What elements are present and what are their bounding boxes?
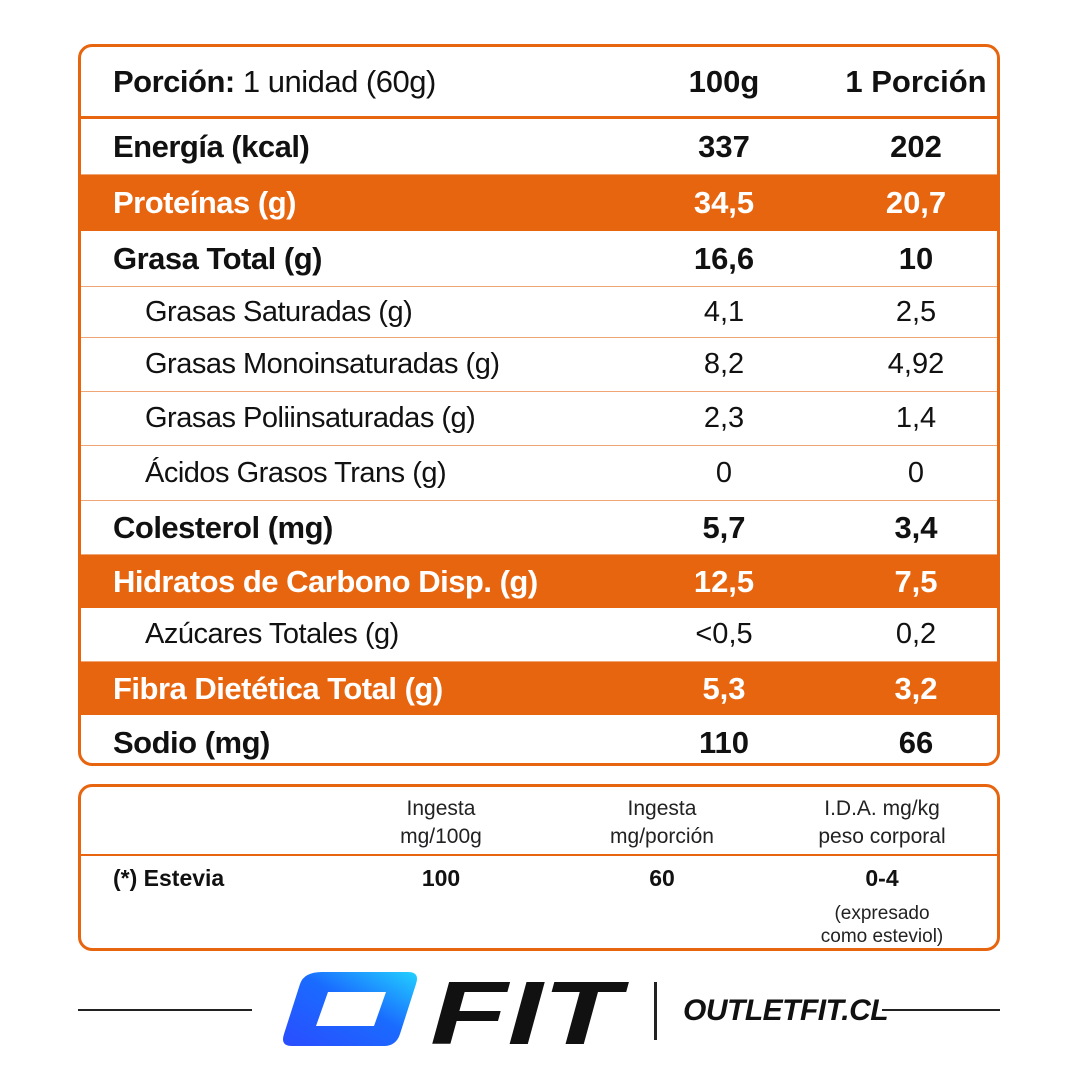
value-per-100g: 2,3 bbox=[703, 402, 745, 434]
table-header: Porción: 1 unidad (60g) 100g 1 Porción bbox=[81, 47, 997, 119]
table-row: Ácidos Grasos Trans (g) 0 0 bbox=[81, 446, 997, 501]
value-per-portion: 7,5 bbox=[894, 563, 938, 599]
table-row: Grasas Monoinsaturadas (g) 8,2 4,92 bbox=[81, 338, 997, 392]
value-per-100g: 5,3 bbox=[702, 670, 746, 706]
nutrient-label: Energía (kcal) bbox=[113, 128, 310, 164]
header-per-100g: 100g bbox=[688, 63, 760, 99]
nutrient-label: Grasas Poliinsaturadas (g) bbox=[145, 402, 476, 434]
value-per-portion: 10 bbox=[898, 240, 934, 276]
table-row: Proteínas (g) 34,5 20,7 bbox=[81, 175, 997, 231]
value-per-100g: 337 bbox=[698, 128, 750, 164]
header-intake-100g: Ingesta mg/100g bbox=[400, 797, 482, 848]
nutrient-label: Hidratos de Carbono Disp. (g) bbox=[113, 563, 538, 599]
table-row: Azúcares Totales (g) <0,5 0,2 bbox=[81, 608, 997, 662]
stevia-ida: 0-4 bbox=[865, 865, 899, 891]
value-per-100g: 8,2 bbox=[703, 348, 745, 380]
stevia-100g: 100 bbox=[421, 865, 461, 891]
serving-label: Porción: 1 unidad (60g) bbox=[113, 63, 436, 99]
value-per-portion: 2,5 bbox=[895, 295, 937, 328]
table-row: Colesterol (mg) 5,7 3,4 bbox=[81, 501, 997, 555]
header-per-portion: 1 Porción bbox=[845, 63, 987, 99]
value-per-portion: 3,4 bbox=[894, 509, 938, 545]
nutrient-label: Sodio (mg) bbox=[113, 725, 270, 760]
nutrient-label: Ácidos Grasos Trans (g) bbox=[145, 456, 447, 489]
ofit-logo: FIT bbox=[283, 968, 630, 1050]
value-per-100g: 4,1 bbox=[703, 295, 745, 328]
sweetener-table: Ingesta mg/100g Ingesta mg/porción I.D.A. … bbox=[78, 784, 1000, 951]
table-row: Energía (kcal) 337 202 bbox=[81, 119, 997, 175]
value-per-portion: 3,2 bbox=[894, 670, 938, 706]
footer-separator bbox=[654, 982, 657, 1040]
o-mark-icon bbox=[283, 972, 417, 1046]
table-row: Fibra Dietética Total (g) 5,3 3,2 bbox=[81, 662, 997, 715]
value-per-portion: 0 bbox=[907, 456, 925, 489]
footer-line-right bbox=[882, 1009, 1000, 1011]
value-per-100g: 5,7 bbox=[702, 509, 746, 545]
footer-line-left bbox=[78, 1009, 252, 1011]
value-per-100g: <0,5 bbox=[695, 618, 753, 650]
value-per-100g: 0 bbox=[715, 456, 733, 489]
value-per-portion: 1,4 bbox=[895, 402, 937, 434]
table-row: Hidratos de Carbono Disp. (g) 12,5 7,5 bbox=[81, 555, 997, 608]
header-ida: I.D.A. mg/kg peso corporal bbox=[818, 797, 946, 848]
divider bbox=[81, 854, 997, 856]
table-row: Grasa Total (g) 16,6 10 bbox=[81, 231, 997, 287]
stevia-label: (*) Estevia bbox=[113, 865, 225, 891]
header-intake-portion: Ingesta mg/porción bbox=[610, 797, 714, 848]
value-per-portion: 4,92 bbox=[887, 348, 945, 380]
nutrition-table: Porción: 1 unidad (60g) 100g 1 Porción E… bbox=[78, 44, 1000, 766]
nutrient-label: Grasas Saturadas (g) bbox=[145, 295, 413, 328]
value-per-portion: 202 bbox=[890, 128, 942, 164]
value-per-100g: 34,5 bbox=[693, 185, 755, 220]
nutrient-label: Grasa Total (g) bbox=[113, 240, 322, 276]
value-per-100g: 110 bbox=[698, 725, 749, 760]
value-per-portion: 20,7 bbox=[885, 185, 947, 220]
nutrient-label: Proteínas (g) bbox=[113, 185, 296, 220]
value-per-100g: 16,6 bbox=[693, 240, 755, 276]
brand-text: FIT bbox=[430, 968, 630, 1050]
value-per-portion: 66 bbox=[898, 725, 934, 760]
table-row: Sodio (mg) 110 66 bbox=[81, 715, 997, 763]
nutrient-label: Fibra Dietética Total (g) bbox=[113, 670, 443, 706]
nutrient-label: Grasas Monoinsaturadas (g) bbox=[145, 348, 500, 380]
table-row: Grasas Poliinsaturadas (g) 2,3 1,4 bbox=[81, 392, 997, 446]
value-per-portion: 0,2 bbox=[895, 618, 937, 650]
table-row: Grasas Saturadas (g) 4,1 2,5 bbox=[81, 287, 997, 338]
value-per-100g: 12,5 bbox=[693, 563, 755, 599]
nutrient-label: Azúcares Totales (g) bbox=[145, 618, 399, 650]
stevia-ida-note: (expresado como esteviol) bbox=[820, 903, 944, 947]
website-link[interactable]: OUTLETFIT.CL bbox=[683, 994, 889, 1027]
nutrient-label: Colesterol (mg) bbox=[113, 509, 333, 545]
stevia-portion: 60 bbox=[649, 865, 675, 891]
